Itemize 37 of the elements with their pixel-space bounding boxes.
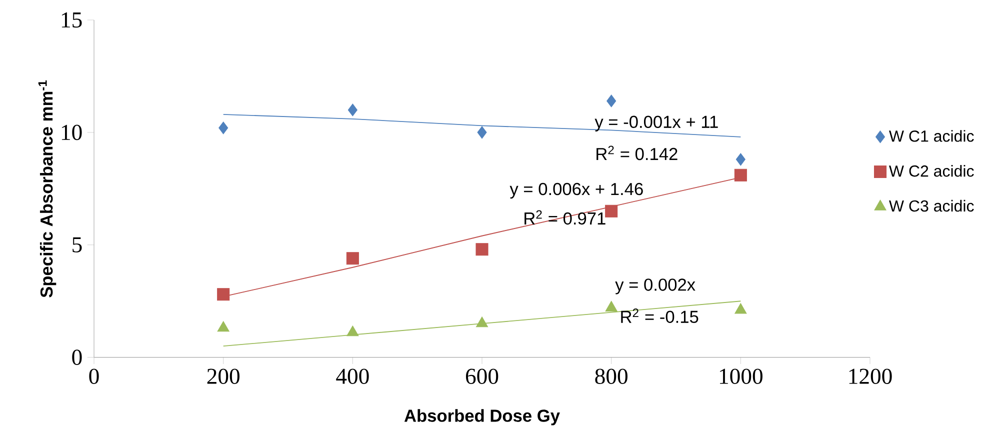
- point: [734, 168, 747, 182]
- point: [476, 316, 488, 328]
- y-tick-label: 0: [72, 350, 82, 365]
- legend-label: W C2 acidic: [888, 165, 974, 177]
- point: [605, 204, 618, 218]
- point: [217, 288, 230, 301]
- x-tick-label: 1200: [849, 368, 892, 384]
- y-tick-label: 5: [72, 237, 82, 252]
- point: [218, 122, 228, 134]
- x-tick-label: 800: [595, 368, 628, 384]
- annotation: R$^{2}$ = -0.15: [621, 308, 698, 323]
- x-tick-label: 600: [466, 368, 498, 384]
- x-tick-label: 400: [336, 368, 369, 384]
- point: [346, 252, 359, 265]
- y-tick-label: 10: [62, 124, 82, 140]
- point: [605, 300, 618, 312]
- x-tick-label: 1000: [720, 368, 762, 384]
- y-axis-title: Specific Absorbance mm$^{-1}$: [38, 80, 56, 298]
- point: [606, 94, 616, 108]
- annotation: y = 0.006x + 1.46: [510, 182, 643, 199]
- point: [476, 243, 488, 256]
- legend-label: W C3 acidic: [888, 200, 974, 212]
- point: [736, 153, 746, 166]
- point: [734, 303, 747, 314]
- legend-label: W C1 acidic: [888, 130, 974, 142]
- annotation: R$^{2}$ = 0.142: [596, 146, 678, 160]
- point: [348, 104, 358, 116]
- y-tick-label: 15: [62, 12, 82, 28]
- annotation: y = -0.001x + 11: [594, 116, 718, 132]
- x-tick-label: 200: [207, 368, 240, 384]
- point: [346, 326, 359, 336]
- point: [217, 321, 230, 332]
- point: [477, 126, 487, 139]
- x-axis-title: Absorbed Dose Gy: [404, 409, 560, 426]
- line-series: [222, 114, 742, 138]
- annotation: y = 0.002x: [615, 278, 696, 294]
- x-tick-label: 0: [89, 368, 99, 384]
